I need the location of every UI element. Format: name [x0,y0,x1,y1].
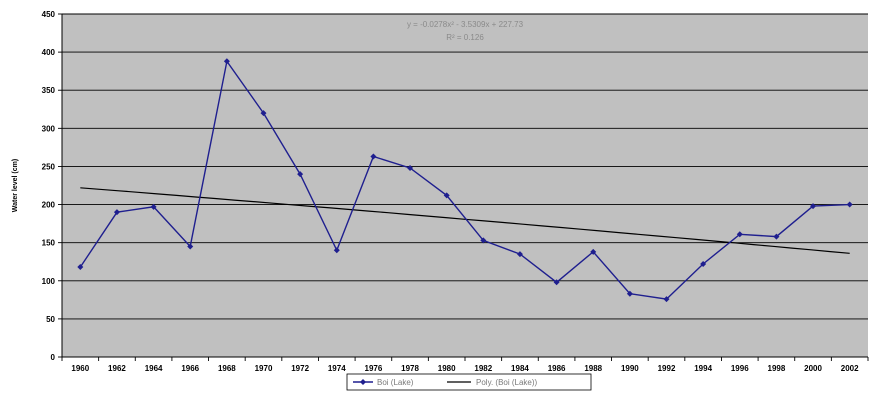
x-tick-label: 1960 [71,364,89,373]
y-tick-label: 350 [42,86,56,95]
x-tick-label: 1984 [511,364,529,373]
legend: Boi (Lake) Poly. (Boi (Lake)) [346,373,592,391]
data-point [77,264,84,271]
data-point [810,203,817,210]
data-point [333,247,340,254]
data-point [590,248,597,255]
x-tick-label: 1990 [621,364,639,373]
data-point [516,251,523,258]
x-tick-label: 1962 [108,364,126,373]
trendline [80,187,850,254]
data-point [113,209,120,216]
data-point [260,110,267,117]
data-point [663,296,670,303]
data-point [223,58,230,65]
data-point [187,243,194,250]
data-point [553,279,560,286]
x-tick-label: 1966 [181,364,199,373]
data-point [297,171,304,178]
x-tick-label: 1996 [731,364,749,373]
legend-marker-series [360,379,366,385]
x-axis-ticks: 1960 1962 1964 1966 1968 1970 1972 1974 1976 1978… [61,357,869,373]
data-point [370,153,377,160]
y-tick-label: 100 [42,277,56,286]
y-axis-label: Water level (cm) [12,159,19,212]
x-tick-label: 2000 [804,364,822,373]
y-tick-label: 50 [46,315,55,324]
data-point [626,290,633,297]
x-tick-label: 1968 [218,364,236,373]
series-line [79,59,850,300]
data-point [700,261,707,268]
y-tick-label: 300 [42,124,56,133]
data-point [480,237,487,244]
y-tick-label: 0 [51,353,56,362]
y-tick-label: 250 [42,162,56,171]
y-tick-label: 450 [42,10,56,19]
data-point [443,192,450,199]
trendline-equation: y = -0.0278x² - 3.5309x + 227.73 [407,20,524,29]
x-tick-label: 1982 [474,364,492,373]
y-tick-label: 400 [42,48,56,57]
y-axis-ticks: 0 50 100 150 200 250 300 350 400 450 [42,10,62,362]
y-tick-label: 200 [42,201,56,210]
plot-area [62,14,868,357]
x-tick-label: 1980 [438,364,456,373]
x-tick-label: 1964 [145,364,163,373]
legend-label-trendline: Poly. (Boi (Lake)) [476,378,538,387]
x-tick-label: 1988 [584,364,602,373]
trendline-r-squared: R² = 0.126 [446,33,484,42]
y-tick-label: 150 [42,239,56,248]
data-point [736,231,743,238]
data-point [846,201,853,208]
x-tick-label: 1986 [548,364,566,373]
x-tick-label: 1976 [365,364,383,373]
data-point [407,164,414,171]
x-tick-label: 1992 [658,364,676,373]
x-tick-label: 1998 [768,364,786,373]
legend-label-series: Boi (Lake) [377,378,414,387]
gridlines [62,13,868,320]
data-point [773,233,780,240]
x-tick-label: 2002 [841,364,859,373]
data-point [150,203,157,210]
x-tick-label: 1978 [401,364,419,373]
trendline-curve [80,187,850,254]
x-tick-label: 1994 [694,364,712,373]
series-boi-lake [77,58,853,303]
x-tick-label: 1974 [328,364,346,373]
x-tick-label: 1970 [255,364,273,373]
x-tick-label: 1972 [291,364,309,373]
